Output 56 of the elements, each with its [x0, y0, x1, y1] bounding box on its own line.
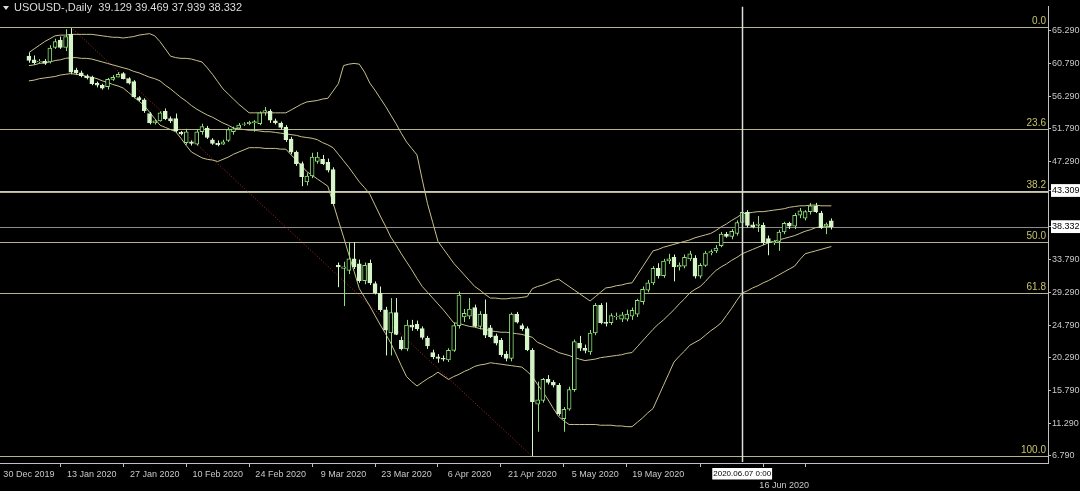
candlestick	[388, 297, 394, 356]
y-tick-label: 11.290	[1052, 417, 1079, 428]
x-tick-label: 5 May 2020	[571, 468, 619, 479]
candlestick	[377, 285, 383, 313]
x-tick-label: 21 Apr 2020	[508, 468, 557, 479]
y-tick-label: 51.790	[1052, 123, 1080, 134]
candlestick	[467, 297, 472, 320]
candlestick	[362, 261, 367, 285]
candlestick	[356, 259, 362, 284]
candlestick	[383, 306, 388, 356]
candlestick	[603, 301, 609, 327]
candlestick	[404, 319, 409, 352]
annotation: 23.6	[1026, 116, 1047, 128]
candlestick	[451, 322, 457, 353]
y-tick-label: 65.290	[1052, 25, 1080, 36]
y-tick-label: 20.290	[1052, 352, 1080, 363]
candlestick	[535, 381, 540, 433]
y-tick-label: 60.790	[1052, 57, 1080, 68]
x-tick-label: 16 Jun 2020	[759, 479, 809, 490]
x-tick-label: 30 Dec 2019	[3, 468, 55, 479]
candlestick	[299, 161, 304, 187]
annotation: 38.2	[1026, 179, 1047, 191]
candlestick	[661, 258, 666, 279]
x-tick-label: 2020.06.07 0:00	[713, 469, 772, 478]
candlestick	[640, 285, 645, 306]
x-tick-label: 19 May 2020	[632, 468, 685, 479]
y-tick-label: 38.332	[1052, 221, 1080, 232]
annotation: 100.0	[1020, 444, 1047, 456]
chart-title: USOUSD-,Daily 39.129 39.469 37.939 38.332	[14, 1, 243, 14]
y-tick-label: 43.309	[1052, 184, 1080, 195]
annotation: 61.8	[1026, 280, 1047, 292]
candlestick	[482, 299, 488, 339]
x-tick-label: 27 Jan 2020	[129, 468, 180, 479]
candlestick	[341, 261, 346, 307]
x-tick-label: 23 Mar 2020	[381, 468, 432, 479]
x-tick-label: 24 Feb 2020	[255, 468, 306, 479]
annotation: 50.0	[1026, 229, 1047, 241]
y-tick-label: 29.290	[1052, 286, 1080, 297]
x-tick-label: 9 Mar 2020	[320, 468, 367, 479]
y-tick-label: 24.790	[1052, 319, 1080, 330]
y-tick-label: 33.790	[1052, 254, 1080, 265]
candlestick	[63, 28, 68, 52]
candlestick	[634, 298, 640, 318]
candlestick	[346, 241, 352, 275]
x-tick-label: 6 Apr 2020	[447, 468, 492, 479]
annotation: 0.0	[1032, 14, 1047, 26]
y-tick-label: 6.790	[1052, 450, 1075, 461]
candlestick	[173, 113, 179, 133]
y-tick-label: 15.790	[1052, 384, 1080, 395]
candlestick	[367, 259, 373, 286]
x-tick-label: 13 Jan 2020	[67, 468, 117, 479]
y-tick-label: 47.290	[1052, 156, 1080, 167]
candlestick	[766, 235, 771, 256]
x-tick-label: 10 Feb 2020	[192, 468, 243, 479]
candlestick	[598, 302, 603, 325]
y-tick-label: 56.290	[1052, 90, 1080, 101]
